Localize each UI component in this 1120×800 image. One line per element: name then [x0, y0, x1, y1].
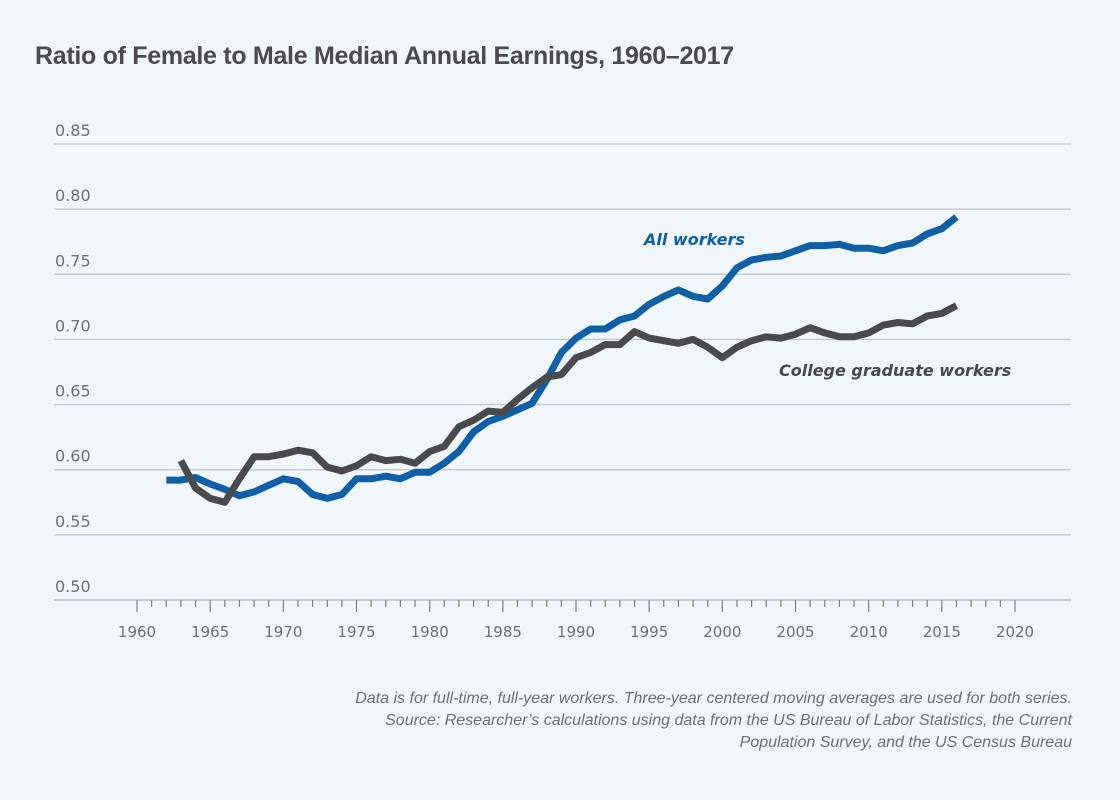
y-axis: 0.50 0.55 0.60 0.65 0.70 0.75 0.80 0.85	[55, 121, 91, 596]
x-tick-label: 1960	[118, 623, 156, 641]
x-tick-label: 2005	[776, 623, 814, 641]
y-tick-label: 0.55	[55, 512, 91, 531]
y-tick-label: 0.65	[55, 382, 91, 401]
series-lines	[166, 214, 959, 506]
x-tick-label: 1985	[484, 623, 522, 641]
series-labels: All workers College graduate workers	[642, 230, 1011, 380]
x-tick-label: 1995	[630, 623, 668, 641]
x-axis: 1960 1965 1970 1975 1980 1985 1990 1995 2000 2005…	[118, 600, 1034, 641]
y-tick-label: 0.80	[55, 186, 91, 205]
series-line-college-graduate-workers	[177, 302, 959, 506]
x-tick-label: 1975	[337, 623, 375, 641]
source-line: Source: Researcher’s calculations using …	[385, 712, 1072, 729]
x-tick-label: 1965	[191, 623, 229, 641]
y-tick-label: 0.85	[55, 121, 91, 140]
y-tick-label: 0.70	[55, 316, 91, 335]
source-line: Population Survey, and the US Census Bur…	[739, 734, 1072, 751]
series-label: College graduate workers	[779, 361, 1011, 380]
chart-notes: Data is for full-time, full-year workers…	[172, 688, 1072, 754]
y-tick-label: 0.60	[55, 447, 91, 466]
y-tick-label: 0.75	[55, 251, 91, 270]
chart-title: Ratio of Female to Male Median Annual Ea…	[35, 42, 734, 70]
note-line: Data is for full-time, full-year workers…	[355, 690, 1072, 707]
series-line-all-workers	[166, 214, 959, 502]
gridlines	[54, 143, 1071, 601]
x-tick-label: 2000	[703, 623, 741, 641]
x-tick-label: 1970	[264, 623, 302, 641]
x-tick-label: 2010	[850, 623, 888, 641]
y-tick-label: 0.50	[55, 577, 91, 596]
series-label: All workers	[642, 230, 745, 249]
x-tick-label: 2015	[923, 623, 961, 641]
x-tick-label: 1980	[411, 623, 449, 641]
x-tick-label: 1990	[557, 623, 595, 641]
x-tick-label: 2020	[996, 623, 1034, 641]
